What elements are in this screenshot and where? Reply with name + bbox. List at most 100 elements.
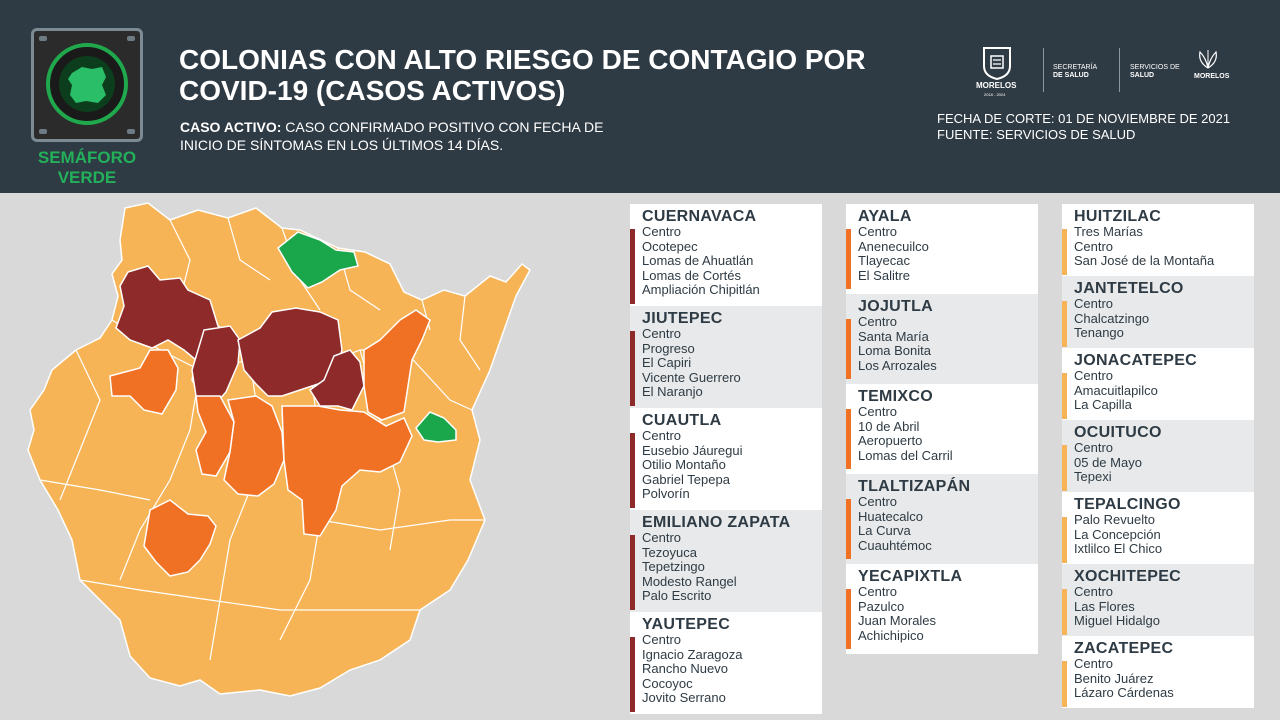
fuente: FUENTE: SERVICIOS DE SALUD xyxy=(937,127,1136,142)
morelos-flower-icon xyxy=(1199,50,1217,69)
municipio-card-tepalcingo: TEPALCINGO Palo Revuelto La Concepción Ixtl… xyxy=(1062,492,1254,564)
colonia-item: Centro xyxy=(642,224,682,239)
colonia-item: Tepetzingo xyxy=(642,559,705,575)
municipio-name: JONACATEPEC xyxy=(1074,352,1198,369)
morelos-logo-label: MORELOS xyxy=(976,81,1017,90)
municipio-card-tlaltizap-n: TLALTIZAPÁN Centro Huatecalco La Curva Cuauh… xyxy=(846,474,1038,564)
colonias-list: Centro Progreso El Capiri Vicente Guerrero E… xyxy=(642,326,822,400)
caso-activo-definition: CASO ACTIVO: CASO CONFIRMADO POSITIVO CO… xyxy=(180,119,604,153)
header-banner: SEMÁFORO VERDE COLONIAS CON ALTO RIESGO … xyxy=(0,0,1280,193)
colonia-item: Centro xyxy=(858,404,898,419)
fecha-corte: FECHA DE CORTE: 01 DE NOVIEMBRE DE 2021 xyxy=(937,111,1231,126)
colonias-list: Palo Revuelto La Concepción Ixtlilco El Ch… xyxy=(1074,512,1254,557)
colonia-item: Centro xyxy=(858,224,898,239)
colonia-item: Lomas de Ahuatlán xyxy=(642,253,754,269)
colonia-item: Pazulco xyxy=(858,598,905,614)
municipio-name: ZACATEPEC xyxy=(1074,640,1174,657)
municipio-card-yautepec: YAUTEPEC Centro Ignacio Zaragoza Rancho Nue… xyxy=(630,612,822,714)
colonia-item: Juan Morales xyxy=(858,613,937,629)
colonia-item: 10 de Abril xyxy=(858,418,920,434)
jojutla-region xyxy=(143,499,217,577)
risk-color-bar xyxy=(1062,229,1067,275)
municipio-card-xochitepec: XOCHITEPEC Centro Las Flores Miguel Hidalgo xyxy=(1062,564,1254,636)
colonia-item: Centro xyxy=(642,428,682,443)
risk-color-bar xyxy=(1062,373,1067,419)
colonias-list: Centro 05 de Mayo Tepexi xyxy=(1074,440,1254,485)
colonia-item: Chalcatzingo xyxy=(1074,310,1150,326)
colonia-item: El Salitre xyxy=(858,267,911,283)
risk-color-bar xyxy=(630,637,635,712)
colonia-item: Tepexi xyxy=(1074,469,1112,485)
morelos-risk-map xyxy=(27,202,531,697)
risk-color-bar xyxy=(1062,301,1067,347)
jiutepec-region xyxy=(191,325,241,412)
colonia-item: Lomas de Cortés xyxy=(642,267,741,283)
temixco-region xyxy=(109,349,179,415)
municipio-card-ayala: AYALA Centro Anenecuilco Tlayecac El Salitre xyxy=(846,204,1038,294)
colonia-item: La Curva xyxy=(858,523,911,539)
risk-color-bar xyxy=(846,319,851,380)
colonia-item: Tenango xyxy=(1074,325,1124,341)
municipio-name: YAUTEPEC xyxy=(642,616,731,633)
colonias-list: Centro Benito Juárez Lázaro Cárdenas xyxy=(1074,656,1254,701)
municipio-name: JIUTEPEC xyxy=(642,310,723,327)
municipio-card-jiutepec: JIUTEPEC Centro Progreso El Capiri Vicente G… xyxy=(630,306,822,408)
semaforo-label: SEMÁFORO VERDE xyxy=(37,148,137,187)
risk-color-bar xyxy=(846,409,851,470)
risk-color-bar xyxy=(846,229,851,290)
colonia-item: Centro xyxy=(1074,584,1114,599)
colonia-item: Tlayecac xyxy=(858,253,911,269)
colonia-item: 05 de Mayo xyxy=(1074,454,1142,470)
colonias-list: Centro Ocotepec Lomas de Ahuatlán Lomas de … xyxy=(642,224,822,298)
morelos-shield-icon xyxy=(983,47,1011,80)
colonias-list: Centro Huatecalco La Curva Cuauhtémoc xyxy=(858,494,1038,553)
municipio-name: AYALA xyxy=(858,208,912,225)
morelos-logo-years: 2018 - 2024 xyxy=(984,92,1006,97)
municipio-card-zacatepec: ZACATEPEC Centro Benito Juárez Lázaro Cárde… xyxy=(1062,636,1254,708)
colonia-item: Jovito Serrano xyxy=(642,690,726,706)
colonia-item: Loma Bonita xyxy=(858,343,931,359)
yecapixtla-region xyxy=(363,309,431,421)
colonias-list: Centro Eusebio Jáuregui Otilio Montaño Gabr… xyxy=(642,428,822,502)
colonia-item: Miguel Hidalgo xyxy=(1074,613,1160,629)
municipio-name: HUITZILAC xyxy=(1074,208,1162,225)
risk-color-bar xyxy=(1062,589,1067,635)
colonia-item: Ampliación Chipitlán xyxy=(642,282,760,298)
report-meta: FECHA DE CORTE: 01 DE NOVIEMBRE DE 2021 … xyxy=(937,111,1267,143)
colonias-list: Centro Las Flores Miguel Hidalgo xyxy=(1074,584,1254,629)
traffic-light-icon xyxy=(31,28,143,142)
colonias-list: Tres Marías Centro San José de la Montaña xyxy=(1074,224,1254,269)
colonias-list: Centro Santa María Loma Bonita Los Arrozale… xyxy=(858,314,1038,373)
green-light-icon xyxy=(46,43,128,125)
colonia-item: Centro xyxy=(858,494,898,509)
tlaltizapan-region xyxy=(223,395,285,497)
colonia-item: Modesto Rangel xyxy=(642,573,737,589)
municipio-name: OCUITUCO xyxy=(1074,424,1162,441)
colonia-item: Anenecuilco xyxy=(858,238,929,254)
government-logos: MORELOS 2018 - 2024 SECRETARÍA DE SALUD … xyxy=(972,46,1242,97)
risk-color-bar xyxy=(630,331,635,406)
municipio-card-emiliano-zapata: EMILIANO ZAPATA Centro Tezoyuca Tepetzingo M… xyxy=(630,510,822,612)
municipio-name: TEMIXCO xyxy=(858,388,933,405)
colonias-list: Centro Tezoyuca Tepetzingo Modesto Rangel Pa… xyxy=(642,530,822,604)
risk-color-bar xyxy=(630,433,635,508)
colonia-item: Polvorín xyxy=(642,486,690,502)
municipio-name: XOCHITEPEC xyxy=(1074,568,1182,585)
secretaria-logo-label: SECRETARÍA DE SALUD xyxy=(1053,64,1098,79)
colonias-list: Centro Amacuitlapilco La Capilla xyxy=(1074,368,1254,413)
colonia-item: Centro xyxy=(1074,296,1114,311)
colonia-item: Vicente Guerrero xyxy=(642,369,741,385)
colonia-item: Centro xyxy=(1074,656,1114,671)
colonias-list: Centro 10 de Abril Aeropuerto Lomas del Car… xyxy=(858,404,1038,463)
colonia-item: Los Arrozales xyxy=(858,357,937,373)
municipio-card-cuautla: CUAUTLA Centro Eusebio Jáuregui Otilio Mont… xyxy=(630,408,822,510)
colonia-item: Palo Revuelto xyxy=(1074,512,1155,527)
colonia-item: El Naranjo xyxy=(642,384,703,400)
colonia-item: Rancho Nuevo xyxy=(642,661,728,677)
colonia-item: Lázaro Cárdenas xyxy=(1074,685,1174,701)
colonia-item: Huatecalco xyxy=(858,508,924,524)
risk-color-bar xyxy=(846,589,851,650)
cuautla-region xyxy=(308,349,365,411)
municipio-card-ocuituco: OCUITUCO Centro 05 de Mayo Tepexi xyxy=(1062,420,1254,492)
municipio-card-yecapixtla: YECAPIXTLA Centro Pazulco Juan Morales Achic… xyxy=(846,564,1038,654)
